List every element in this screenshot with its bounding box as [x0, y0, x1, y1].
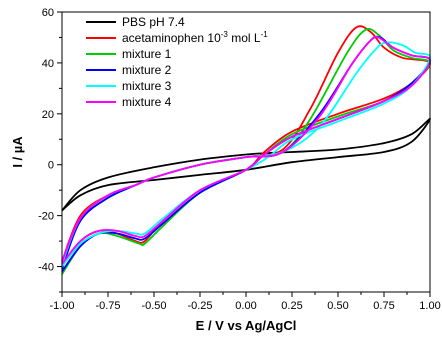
x-tick-label: -0.25	[187, 300, 212, 312]
y-axis-ticks: -40 -20 0 20 40 60	[38, 7, 62, 293]
legend-label: mixture 3	[122, 79, 172, 93]
y-tick-label: 40	[42, 58, 54, 70]
x-tick-label: 0.50	[327, 300, 348, 312]
x-tick-label: 1.00	[419, 300, 440, 312]
x-tick-label: 0.25	[281, 300, 302, 312]
series-line-mixture-1	[61, 27, 431, 275]
x-tick-label: 0.75	[373, 300, 394, 312]
y-tick-label: -40	[38, 262, 54, 274]
legend-label: mixture 2	[122, 63, 172, 77]
plot-frame	[61, 11, 431, 293]
legend-label: mixture 4	[122, 95, 172, 109]
x-tick-label: -0.50	[141, 300, 166, 312]
series-line-mixture-4	[61, 35, 431, 265]
x-axis-ticks: -1.00 -0.75 -0.50 -0.25 0.00 0.25 0.50 0.75 1.00	[49, 292, 441, 312]
x-axis-label: E / V vs Ag/AgCl	[196, 318, 297, 333]
series-lines	[61, 25, 431, 275]
x-tick-label: -0.75	[95, 300, 120, 312]
y-tick-label: -20	[38, 211, 54, 223]
legend-label: mixture 1	[122, 47, 172, 61]
y-tick-label: 20	[42, 109, 54, 121]
y-tick-label: 60	[42, 7, 54, 19]
x-tick-label: -1.00	[49, 300, 74, 312]
legend-label: PBS pH 7.4	[122, 15, 185, 29]
legend-label: acetaminophen 10-3 mol L-1	[122, 30, 268, 45]
y-axis-label: I / µA	[10, 136, 25, 168]
y-tick-label: 0	[48, 160, 54, 172]
series-line-pbs-ph-7-4	[61, 117, 431, 212]
x-tick-label: 0.00	[235, 300, 256, 312]
